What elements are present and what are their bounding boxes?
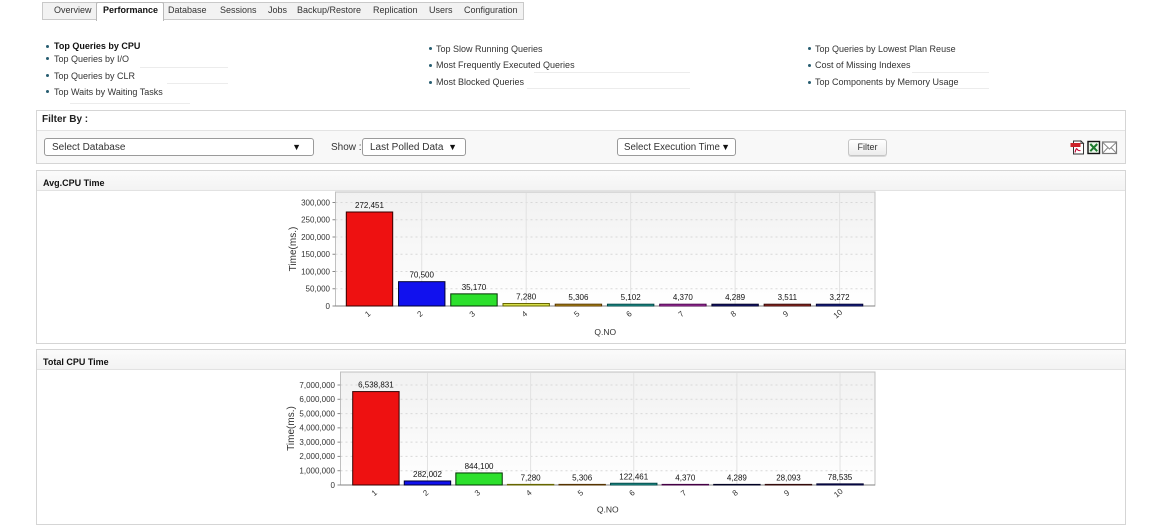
svg-text:122,461: 122,461 bbox=[619, 472, 648, 481]
svg-text:272,451: 272,451 bbox=[355, 201, 384, 210]
svg-text:0: 0 bbox=[326, 302, 331, 311]
svg-text:1,000,000: 1,000,000 bbox=[299, 467, 335, 476]
svg-text:250,000: 250,000 bbox=[301, 216, 330, 225]
svg-text:4: 4 bbox=[524, 488, 534, 498]
svg-text:78,535: 78,535 bbox=[828, 473, 853, 482]
svg-text:4: 4 bbox=[520, 309, 530, 319]
svg-text:6,538,831: 6,538,831 bbox=[358, 381, 394, 390]
svg-text:150,000: 150,000 bbox=[301, 250, 330, 259]
svg-text:5: 5 bbox=[576, 488, 586, 498]
svg-text:0: 0 bbox=[331, 481, 336, 490]
svg-text:28,093: 28,093 bbox=[776, 473, 801, 482]
svg-text:10: 10 bbox=[832, 307, 845, 320]
svg-text:Time(ms.): Time(ms.) bbox=[288, 227, 299, 272]
svg-text:6: 6 bbox=[628, 488, 638, 498]
svg-text:9: 9 bbox=[782, 488, 792, 498]
svg-text:50,000: 50,000 bbox=[306, 285, 331, 294]
svg-text:Q.NO: Q.NO bbox=[597, 505, 619, 515]
svg-text:4,289: 4,289 bbox=[725, 293, 746, 302]
svg-text:100,000: 100,000 bbox=[301, 267, 330, 276]
svg-text:5,102: 5,102 bbox=[621, 293, 642, 302]
svg-text:5,306: 5,306 bbox=[572, 473, 593, 482]
svg-text:Time(ms.): Time(ms.) bbox=[286, 406, 297, 451]
svg-text:3: 3 bbox=[473, 488, 483, 498]
svg-text:1: 1 bbox=[370, 488, 380, 498]
svg-text:7,280: 7,280 bbox=[516, 292, 537, 301]
svg-text:3: 3 bbox=[468, 309, 478, 319]
svg-text:Q.NO: Q.NO bbox=[594, 327, 616, 337]
svg-text:300,000: 300,000 bbox=[301, 198, 330, 207]
svg-text:35,170: 35,170 bbox=[462, 283, 487, 292]
svg-text:9: 9 bbox=[781, 309, 791, 319]
svg-text:8: 8 bbox=[729, 309, 739, 319]
svg-text:6,000,000: 6,000,000 bbox=[299, 395, 335, 404]
svg-text:2: 2 bbox=[416, 309, 426, 319]
svg-text:8: 8 bbox=[731, 488, 741, 498]
svg-text:4,370: 4,370 bbox=[673, 293, 694, 302]
svg-text:3,000,000: 3,000,000 bbox=[299, 438, 335, 447]
svg-text:4,000,000: 4,000,000 bbox=[299, 424, 335, 433]
svg-text:5,306: 5,306 bbox=[568, 293, 589, 302]
svg-text:4,289: 4,289 bbox=[727, 473, 748, 482]
svg-text:3,511: 3,511 bbox=[778, 293, 798, 302]
svg-text:5: 5 bbox=[572, 309, 582, 319]
svg-text:1: 1 bbox=[363, 309, 373, 319]
svg-text:7: 7 bbox=[679, 488, 689, 498]
svg-text:200,000: 200,000 bbox=[301, 233, 330, 242]
svg-text:70,500: 70,500 bbox=[409, 271, 434, 280]
svg-text:2,000,000: 2,000,000 bbox=[299, 452, 335, 461]
svg-text:844,100: 844,100 bbox=[465, 462, 494, 471]
svg-text:3,272: 3,272 bbox=[830, 293, 851, 302]
svg-text:7: 7 bbox=[677, 309, 687, 319]
svg-text:5,000,000: 5,000,000 bbox=[299, 409, 335, 418]
svg-text:282,002: 282,002 bbox=[413, 470, 442, 479]
svg-text:10: 10 bbox=[832, 486, 845, 499]
svg-text:2: 2 bbox=[421, 488, 431, 498]
svg-text:7,280: 7,280 bbox=[521, 473, 542, 482]
svg-text:6: 6 bbox=[624, 309, 634, 319]
svg-text:7,000,000: 7,000,000 bbox=[299, 381, 335, 390]
svg-text:4,370: 4,370 bbox=[675, 473, 696, 482]
